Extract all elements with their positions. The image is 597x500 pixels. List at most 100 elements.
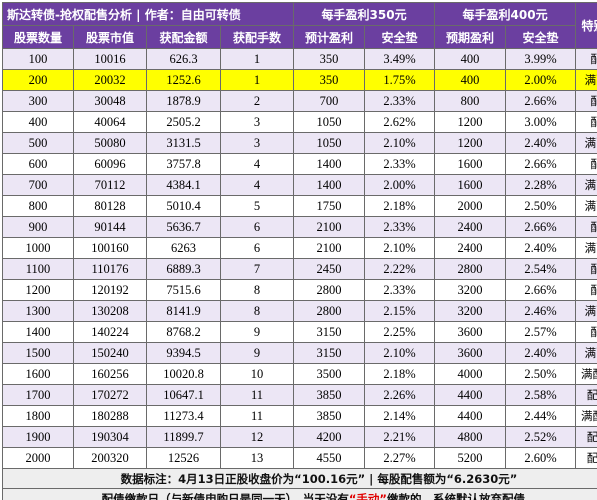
- table-row: 170017027210647.11138502.26%44002.58%配11…: [2, 384, 597, 406]
- cell-special-note: 满配11手: [575, 405, 597, 427]
- cell-market-value: 120192: [73, 279, 147, 301]
- cell-expected-profit-400: 2400: [434, 237, 507, 259]
- cell-special-note: 满配4手: [575, 174, 597, 196]
- cell-market-value: 90144: [73, 216, 147, 238]
- cell-allot-amount: 3757.8: [146, 153, 221, 175]
- cell-allot-lots: 4: [219, 153, 295, 175]
- cell-safety-margin-400: 2.66%: [505, 153, 577, 175]
- cell-safety-margin-400: 2.40%: [505, 342, 577, 364]
- cell-allot-amount: 12526: [146, 447, 221, 469]
- cell-stock-qty: 500: [2, 132, 74, 154]
- cell-expected-profit-350: 3850: [293, 384, 366, 406]
- cell-market-value: 180288: [73, 405, 147, 427]
- cell-allot-amount: 5010.4: [146, 195, 221, 217]
- cell-market-value: 110176: [73, 258, 147, 280]
- cell-expected-profit-400: 4000: [434, 363, 507, 385]
- cell-safety-margin-350: 2.22%: [364, 258, 436, 280]
- cell-allot-amount: 11273.4: [146, 405, 221, 427]
- cell-expected-profit-400: 4400: [434, 405, 507, 427]
- cell-market-value: 130208: [73, 300, 147, 322]
- cell-expected-profit-400: 3200: [434, 300, 507, 322]
- cell-stock-qty: 300: [2, 90, 74, 112]
- footnote-data-label: 数据标注：4月13日正股收盘价为“100.16元” | 每股配售额为“6.263…: [1, 468, 597, 489]
- cell-special-note: 满配9手: [575, 342, 597, 364]
- cell-stock-qty: 1700: [2, 384, 74, 406]
- cell-market-value: 50080: [73, 132, 147, 154]
- cell-expected-profit-350: 4200: [293, 426, 366, 448]
- cell-safety-margin-350: 2.25%: [364, 321, 436, 343]
- cell-expected-profit-400: 2400: [434, 216, 507, 238]
- cell-market-value: 190304: [73, 426, 147, 448]
- cell-market-value: 100160: [73, 237, 147, 259]
- cell-allot-amount: 4384.1: [146, 174, 221, 196]
- cell-allot-lots: 8: [219, 300, 295, 322]
- cell-market-value: 170272: [73, 384, 147, 406]
- cell-stock-qty: 1300: [2, 300, 74, 322]
- cell-allot-amount: 6263: [146, 237, 221, 259]
- cell-special-note: 配4手: [575, 153, 597, 175]
- cell-allot-amount: 1878.9: [146, 90, 221, 112]
- cell-safety-margin-400: 3.00%: [505, 111, 577, 133]
- cell-allot-amount: 11899.7: [146, 426, 221, 448]
- cell-expected-profit-350: 700: [293, 90, 366, 112]
- table-row: 190019030411899.71242002.21%48002.52%配12…: [2, 426, 597, 448]
- cell-safety-margin-400: 2.66%: [505, 216, 577, 238]
- cell-expected-profit-350: 1400: [293, 174, 366, 196]
- cell-expected-profit-400: 4800: [434, 426, 507, 448]
- cell-expected-profit-350: 2450: [293, 258, 366, 280]
- cell-stock-qty: 400: [2, 111, 74, 133]
- cell-safety-margin-400: 2.52%: [505, 426, 577, 448]
- cell-special-note: 配11手: [575, 384, 597, 406]
- cell-special-note: 满配5手: [575, 195, 597, 217]
- cell-expected-profit-350: 2800: [293, 279, 366, 301]
- cell-allot-lots: 12: [219, 426, 295, 448]
- col-header-safety-margin-350: 安全垫: [364, 25, 436, 49]
- cell-allot-amount: 10020.8: [146, 363, 221, 385]
- footnote-text-pre: 配债缴款日（与新债申购日是同一天），当天没有: [101, 491, 349, 500]
- cell-expected-profit-350: 1750: [293, 195, 366, 217]
- cell-safety-margin-350: 2.33%: [364, 90, 436, 112]
- cell-safety-margin-350: 2.15%: [364, 300, 436, 322]
- cell-allot-amount: 6889.3: [146, 258, 221, 280]
- cell-expected-profit-400: 4400: [434, 384, 507, 406]
- cell-stock-qty: 100: [2, 48, 74, 70]
- cell-safety-margin-350: 2.00%: [364, 174, 436, 196]
- cell-allot-amount: 8768.2: [146, 321, 221, 343]
- cell-safety-margin-350: 2.18%: [364, 363, 436, 385]
- cell-expected-profit-400: 3600: [434, 321, 507, 343]
- cell-allot-lots: 3: [219, 111, 295, 133]
- cell-safety-margin-400: 2.54%: [505, 258, 577, 280]
- cell-stock-qty: 1100: [2, 258, 74, 280]
- cell-expected-profit-400: 2800: [434, 258, 507, 280]
- cell-safety-margin-350: 2.21%: [364, 426, 436, 448]
- cell-special-note: 配2手: [575, 90, 597, 112]
- cell-safety-margin-350: 1.75%: [364, 69, 436, 91]
- cell-allot-lots: 10: [219, 363, 295, 385]
- cell-safety-margin-400: 2.40%: [505, 132, 577, 154]
- footnote-payment-warning: 配债缴款日（与新债申购日是同一天），当天没有“手动”缴款的，系统默认放弃配债。: [1, 488, 597, 500]
- footnote-row-1: 数据标注：4月13日正股收盘价为“100.16元” | 每股配售额为“6.263…: [1, 468, 597, 489]
- cell-special-note: 满配8手: [575, 300, 597, 322]
- cell-market-value: 70112: [73, 174, 147, 196]
- cell-market-value: 10016: [73, 48, 147, 70]
- cell-allot-lots: 1: [219, 48, 295, 70]
- cell-special-note: 配13手: [575, 447, 597, 469]
- cell-allot-lots: 2: [219, 90, 295, 112]
- footnote-row-2: 配债缴款日（与新债申购日是同一天），当天没有“手动”缴款的，系统默认放弃配债。: [1, 488, 597, 500]
- cell-special-note: 满配3手: [575, 132, 597, 154]
- cell-special-note: 配8手: [575, 279, 597, 301]
- cell-market-value: 140224: [73, 321, 147, 343]
- column-header-row: 股票数量 股票市值 获配金额 获配手数 预计盈利 安全垫 预期盈利 安全垫: [2, 25, 597, 49]
- cell-stock-qty: 1000: [2, 237, 74, 259]
- cell-market-value: 150240: [73, 342, 147, 364]
- cell-safety-margin-350: 2.18%: [364, 195, 436, 217]
- cell-allot-lots: 11: [219, 384, 295, 406]
- cell-allot-amount: 2505.2: [146, 111, 221, 133]
- cell-expected-profit-350: 2100: [293, 237, 366, 259]
